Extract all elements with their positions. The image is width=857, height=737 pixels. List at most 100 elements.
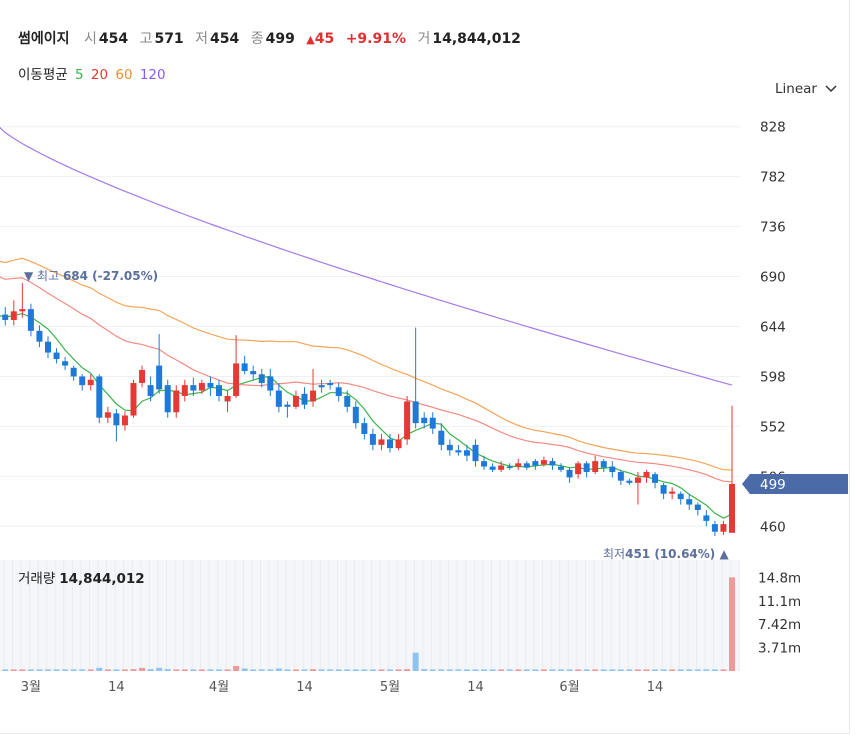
volume-bar: [327, 669, 334, 671]
volume-bar: [660, 669, 667, 671]
high-value: 571: [154, 31, 184, 47]
volume-bar: [686, 669, 693, 671]
volume-bar: [711, 669, 718, 671]
candle-down: [481, 461, 488, 467]
volume-bar: [139, 667, 146, 671]
volume-bar: [720, 669, 727, 671]
volume-bar: [310, 669, 317, 671]
volume-bar: [489, 669, 496, 671]
volume-bar: [318, 669, 325, 671]
candle-down: [412, 401, 419, 424]
ma60-label[interactable]: 60: [115, 67, 133, 83]
candle-down: [113, 413, 120, 426]
volume-bar: [113, 669, 120, 671]
candle-up: [643, 471, 650, 478]
chevron-down-icon: [825, 85, 837, 93]
volume-bar: [224, 669, 231, 671]
change-value: ▲45: [306, 31, 334, 47]
candle-up: [575, 463, 582, 475]
high-annotation-value: 684 (-27.05%): [63, 269, 158, 283]
volume-y-tick-label: 7.42m: [758, 617, 801, 633]
volume-bar: [600, 669, 607, 671]
volume-bar: [301, 669, 308, 671]
volume-bar: [404, 669, 411, 671]
candle-down: [429, 417, 436, 429]
candle-down: [147, 385, 154, 396]
ma120-label[interactable]: 120: [139, 67, 166, 83]
x-tick-label: 4월: [209, 680, 229, 695]
candle-down: [617, 471, 624, 481]
volume-bar: [634, 669, 641, 671]
x-tick-label: 14: [108, 680, 125, 695]
candle-down: [327, 382, 334, 386]
x-tick-label: 14: [296, 680, 313, 695]
volume-bar: [481, 669, 488, 671]
last-price-tag: [742, 473, 848, 494]
volume-bar: [387, 669, 393, 671]
volume-bar: [292, 669, 299, 671]
ma20-label[interactable]: 20: [90, 67, 109, 83]
low-annotation-value: 451 (10.64%) ▲: [625, 547, 729, 561]
volume-bar: [352, 669, 359, 671]
stock-name: 썸에이지: [18, 31, 70, 47]
volume-bar: [438, 669, 445, 671]
volume-bar: [207, 669, 214, 671]
volume-y-tick-label: 11.1m: [758, 594, 801, 610]
scale-selector[interactable]: Linear: [775, 81, 837, 97]
ma5-label[interactable]: 5: [74, 67, 84, 83]
candle-down: [70, 367, 77, 377]
volume-y-tick-label: 3.71m: [758, 641, 801, 657]
candle-down: [711, 524, 718, 532]
volume-bar: [79, 669, 86, 671]
candle-up: [292, 395, 299, 407]
volume-bar: [677, 669, 684, 671]
volume-bar: [455, 669, 462, 671]
candle-down: [284, 404, 291, 407]
candle-up: [592, 461, 599, 472]
volume-bar: [96, 667, 103, 671]
candle-down: [301, 393, 308, 405]
volume-bar: [532, 669, 539, 671]
candle-up: [224, 395, 231, 402]
candle-down: [53, 352, 60, 360]
close-value: 499: [265, 31, 295, 47]
volume-bar: [609, 669, 616, 671]
low-label: 저: [195, 31, 209, 47]
volume-bar: [130, 669, 137, 671]
volume-bar: [395, 669, 402, 671]
volume-legend-value: 14,844,012: [59, 571, 145, 587]
candle-down: [694, 504, 701, 510]
volume-bar: [506, 669, 513, 671]
ma-label: 이동평균: [18, 67, 68, 83]
ma60-line: [0, 257, 733, 471]
y-tick-label: 782: [760, 170, 786, 186]
change-percent: +9.91%: [345, 31, 407, 47]
candle-down: [532, 461, 539, 466]
candle-down: [489, 466, 496, 470]
volume-bar: [284, 669, 291, 671]
candle-down: [686, 499, 693, 505]
candle-down: [446, 444, 453, 451]
candle-down: [361, 423, 368, 434]
open-label: 시: [83, 31, 97, 47]
y-tick-label: 644: [760, 320, 786, 336]
candle-down: [27, 309, 34, 331]
volume-bar: [156, 667, 163, 671]
candle-down: [2, 314, 9, 320]
y-tick-label: 552: [760, 419, 786, 435]
candle-down: [387, 439, 393, 449]
candle-up: [540, 460, 547, 465]
volume-bar: [446, 669, 453, 671]
volume-bar: [104, 669, 111, 671]
candle-down: [438, 430, 445, 445]
volume-bar: [669, 669, 676, 671]
last-price-label: 499: [760, 477, 786, 493]
candle-down: [45, 341, 51, 353]
volume-bar: [36, 669, 43, 671]
candle-up: [515, 463, 522, 467]
volume-bar: [275, 668, 282, 671]
candle-up: [720, 524, 727, 532]
volume-bar: [472, 669, 479, 671]
candle-down: [703, 515, 710, 521]
